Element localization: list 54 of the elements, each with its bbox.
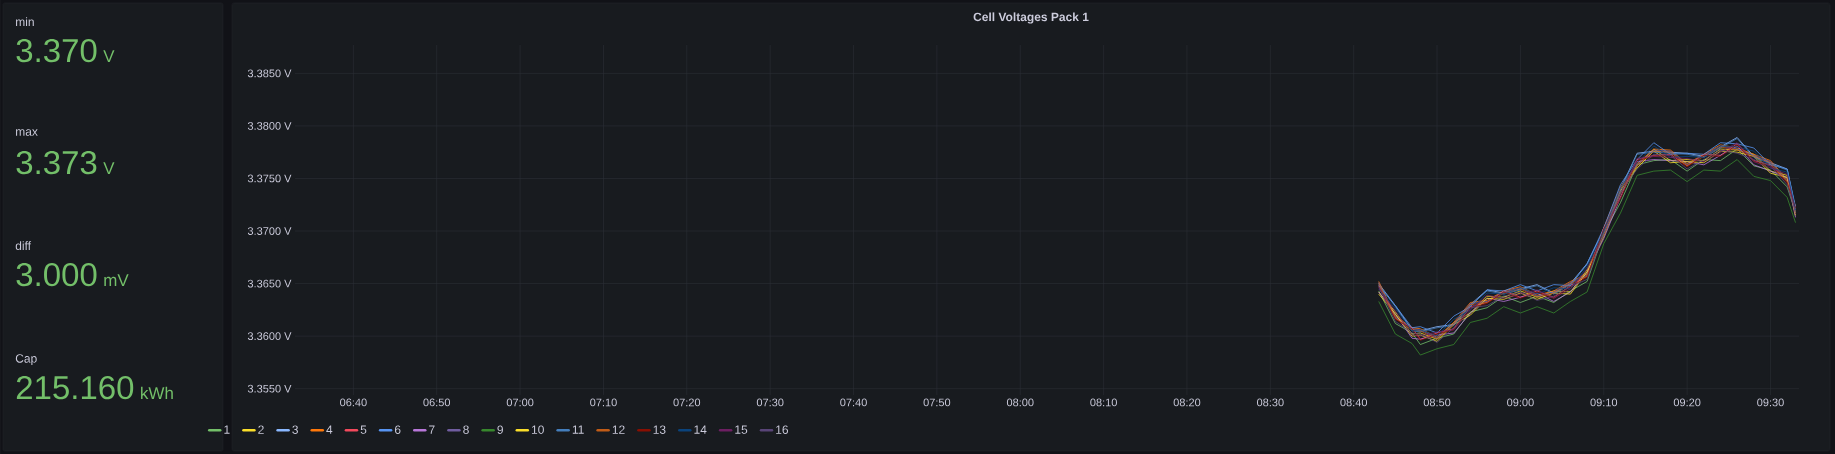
text: min (16, 17, 34, 26)
x-tick-label: 09:30 (1757, 398, 1784, 407)
legend-label: 9 (497, 425, 503, 434)
x-tick-label: 08:10 (1090, 398, 1117, 407)
x-tick-label: 07:50 (923, 398, 951, 407)
y-tick-label: 3.3650 V (247, 279, 292, 288)
x-tick-label: 08:30 (1257, 398, 1284, 407)
x-tick-label: 08:20 (1173, 398, 1201, 407)
text: 3.373 (16, 150, 97, 175)
x-tick-label: 07:00 (506, 398, 534, 407)
text: mV (104, 274, 129, 286)
x-tick-label: 06:40 (340, 398, 367, 407)
legend-label: 16 (776, 425, 789, 434)
x-tick-label: 08:40 (1340, 398, 1368, 407)
legend-label: 5 (360, 425, 367, 434)
x-tick-label: 07:40 (840, 398, 867, 407)
legend-label: 4 (326, 425, 333, 434)
legend-label: 10 (531, 425, 544, 434)
x-tick-label: 07:30 (756, 398, 784, 407)
legend-label: 15 (735, 425, 748, 434)
text: V (103, 162, 115, 174)
x-tick-label: 09:20 (1673, 398, 1701, 407)
x-tick-label: 07:20 (673, 398, 701, 407)
text: 215.160 (16, 375, 134, 400)
legend-label: 14 (694, 425, 707, 434)
x-tick-label: 09:00 (1507, 398, 1534, 407)
text: max (16, 129, 38, 136)
text: 3.000 (16, 262, 97, 287)
legend-label: 7 (429, 425, 435, 434)
legend-label: 11 (572, 425, 584, 434)
text: V (103, 50, 115, 62)
x-tick-label: 09:10 (1590, 398, 1618, 407)
y-tick-label: 3.3800 V (247, 122, 292, 130)
y-tick-label: 3.3700 V (247, 227, 292, 235)
legend-label: 12 (612, 425, 625, 434)
text: diff (15, 241, 32, 250)
chart-title: Cell Voltages Pack 1 (973, 12, 1089, 24)
legend-label: 1 (224, 425, 230, 434)
text: 3.370 (16, 38, 97, 63)
y-tick-label: 3.3850 V (247, 69, 292, 78)
y-tick-label: 3.3750 V (247, 174, 292, 183)
y-tick-label: 3.3550 V (247, 384, 292, 393)
legend-label: 6 (394, 425, 401, 434)
x-tick-label: 08:50 (1423, 398, 1451, 407)
legend-label: 3 (292, 425, 298, 434)
text: kWh (141, 386, 173, 399)
legend-label: 13 (653, 425, 666, 434)
legend-label: 2 (258, 425, 264, 434)
legend-label: 8 (463, 425, 469, 434)
x-tick-label: 07:10 (590, 398, 617, 407)
text: Cap (15, 354, 37, 366)
x-tick-label: 06:50 (423, 398, 451, 407)
x-tick-label: 08:00 (1006, 398, 1034, 407)
y-tick-label: 3.3600 V (247, 332, 292, 341)
